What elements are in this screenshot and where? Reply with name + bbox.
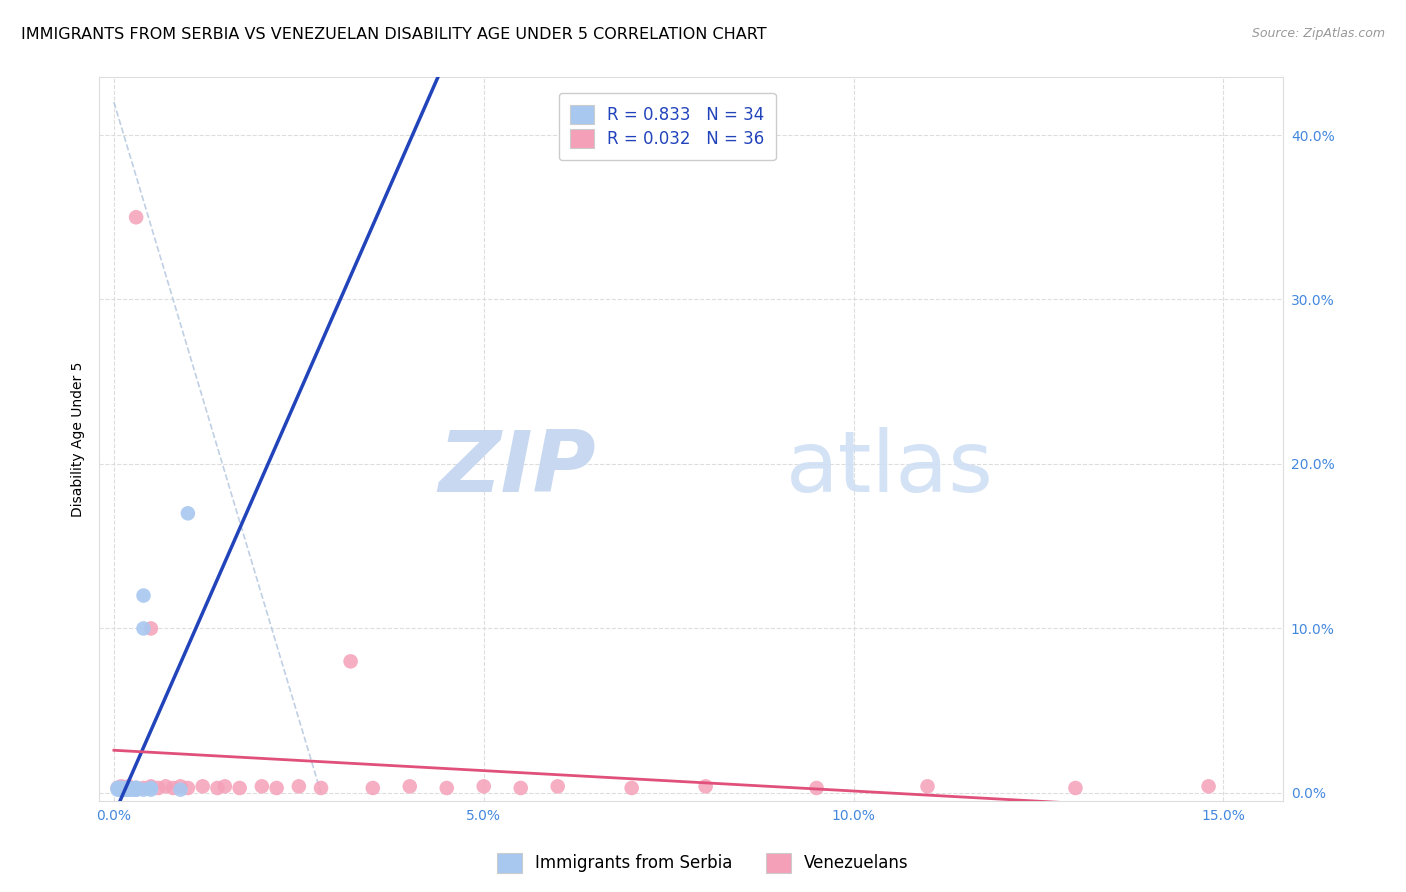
Point: [121, 782, 143, 797]
Point: [132, 622, 155, 636]
Point: [132, 589, 155, 603]
Point: [169, 782, 191, 797]
Point: [125, 780, 148, 795]
Point: [1198, 780, 1220, 794]
Point: [110, 780, 132, 795]
Point: [118, 780, 141, 795]
Point: [118, 780, 141, 794]
Point: [110, 782, 132, 797]
Point: [108, 780, 131, 795]
Point: [125, 782, 148, 797]
Point: [118, 782, 141, 797]
Point: [125, 211, 148, 225]
Point: [108, 782, 131, 797]
Point: [250, 780, 273, 794]
Point: [509, 780, 531, 795]
Point: [125, 780, 148, 795]
Point: [110, 780, 132, 795]
Point: [110, 782, 132, 797]
Point: [118, 782, 141, 797]
Point: [125, 782, 148, 797]
Point: [620, 780, 643, 795]
Point: [288, 780, 311, 794]
Text: Source: ZipAtlas.com: Source: ZipAtlas.com: [1251, 27, 1385, 40]
Point: [110, 780, 132, 794]
Point: [806, 780, 828, 795]
Point: [118, 782, 141, 797]
Point: [118, 782, 141, 797]
Point: [162, 780, 184, 795]
Point: [118, 780, 141, 795]
Y-axis label: Disability Age Under 5: Disability Age Under 5: [72, 361, 86, 517]
Text: atlas: atlas: [786, 426, 994, 509]
Point: [148, 780, 170, 795]
Point: [1064, 780, 1087, 795]
Point: [118, 780, 141, 795]
Point: [398, 780, 420, 794]
Point: [107, 780, 129, 795]
Point: [207, 780, 229, 795]
Point: [436, 780, 458, 795]
Point: [118, 780, 141, 795]
Point: [132, 780, 155, 795]
Point: [361, 780, 384, 795]
Point: [695, 780, 717, 794]
Point: [114, 782, 136, 797]
Point: [228, 780, 250, 795]
Point: [107, 780, 129, 795]
Point: [139, 782, 162, 797]
Point: [118, 780, 141, 795]
Point: [266, 780, 288, 795]
Point: [309, 780, 332, 795]
Point: [125, 780, 148, 795]
Point: [177, 780, 200, 795]
Point: [114, 782, 136, 797]
Point: [110, 780, 132, 795]
Text: ZIP: ZIP: [439, 426, 596, 509]
Point: [155, 780, 177, 794]
Legend: R = 0.833   N = 34, R = 0.032   N = 36: R = 0.833 N = 34, R = 0.032 N = 36: [558, 93, 776, 160]
Point: [139, 780, 162, 794]
Point: [339, 654, 361, 668]
Legend: Immigrants from Serbia, Venezuelans: Immigrants from Serbia, Venezuelans: [491, 847, 915, 880]
Point: [547, 780, 569, 794]
Point: [191, 780, 214, 794]
Point: [472, 780, 495, 794]
Point: [917, 780, 939, 794]
Text: IMMIGRANTS FROM SERBIA VS VENEZUELAN DISABILITY AGE UNDER 5 CORRELATION CHART: IMMIGRANTS FROM SERBIA VS VENEZUELAN DIS…: [21, 27, 766, 42]
Point: [139, 622, 162, 636]
Point: [177, 506, 200, 520]
Point: [214, 780, 236, 794]
Point: [110, 782, 132, 797]
Point: [125, 782, 148, 797]
Point: [169, 780, 191, 794]
Point: [132, 782, 155, 797]
Point: [107, 782, 129, 797]
Point: [125, 780, 148, 795]
Point: [114, 780, 136, 795]
Point: [139, 780, 162, 795]
